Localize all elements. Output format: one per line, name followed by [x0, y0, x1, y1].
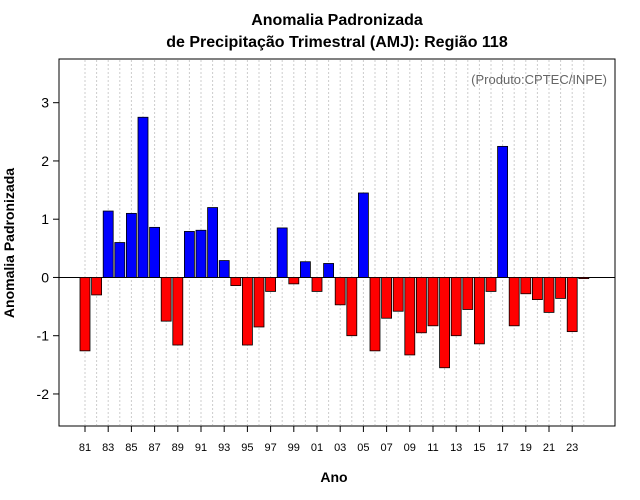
x-tick-label: 05: [357, 442, 369, 454]
bar-98: [276, 227, 288, 278]
bar-91: [195, 229, 207, 278]
bar-05: [357, 192, 369, 278]
bar-10: [415, 277, 427, 334]
chart-subtitle: de Precipitação Trimestral (AMJ): Região…: [166, 34, 508, 51]
bar-22: [555, 277, 566, 299]
x-tick-label: 93: [218, 442, 230, 454]
x-tick-label: 13: [450, 442, 462, 454]
bar-99: [288, 277, 300, 285]
bar-09: [404, 277, 416, 356]
bar-92: [207, 207, 219, 278]
x-tick-label: 15: [473, 442, 485, 454]
bar-93: [218, 260, 230, 278]
bar-24: [578, 277, 590, 280]
x-tick-label: 23: [566, 442, 578, 454]
y-tick-label: 1: [41, 211, 49, 227]
bar-11: [427, 277, 439, 327]
bar-00: [299, 261, 311, 278]
bar-95: [241, 277, 253, 346]
bar-21: [543, 277, 555, 313]
bar-15: [473, 277, 485, 345]
y-tick-label: 3: [41, 95, 49, 111]
x-tick-label: 17: [496, 442, 508, 454]
bar-20: [532, 277, 543, 300]
x-tick-label: 91: [195, 442, 207, 454]
plot-frame: [58, 58, 616, 427]
x-axis-label: Ano: [320, 469, 347, 485]
bar-14: [462, 277, 474, 310]
bar-87: [149, 226, 161, 278]
bar-06: [369, 277, 381, 352]
x-tick-label: 09: [404, 442, 416, 454]
x-tick-label: 03: [334, 442, 346, 454]
y-axis-label: Anomalia Padronizada: [1, 168, 17, 318]
bar-18: [508, 277, 520, 327]
chart-title: Anomalia Padronizada: [251, 12, 423, 29]
bar-02: [323, 263, 335, 278]
bar-81: [79, 277, 91, 352]
x-tick-label: 07: [380, 442, 392, 454]
bar-82: [91, 277, 102, 296]
y-axis: -2 -1 0 1 2 3: [37, 95, 59, 402]
bar-89: [172, 277, 184, 346]
x-tick-label: 99: [288, 442, 300, 454]
y-tick-label: 0: [41, 269, 49, 285]
bar-83: [102, 210, 114, 278]
bar-23: [566, 277, 578, 333]
bar-17: [497, 145, 509, 278]
x-axis: 81 83 85 87 89 91 93 95 97 99 01 03 05 07 09 11 13 15 17 19…: [79, 426, 578, 454]
bar-90: [183, 231, 195, 278]
bar-97: [265, 277, 277, 292]
y-tick-label: -1: [37, 328, 50, 344]
x-tick-label: 21: [543, 442, 555, 454]
x-tick-label: 95: [241, 442, 253, 454]
vertical-grid: [84, 60, 585, 425]
bar-88: [160, 277, 172, 322]
x-tick-label: 81: [79, 442, 91, 454]
bar-19: [520, 277, 532, 295]
bar-01: [311, 277, 323, 292]
credit-text: (Produto:CPTEC/INPE): [471, 72, 607, 87]
x-tick-label: 83: [102, 442, 114, 454]
bar-03: [334, 277, 346, 306]
bar-04: [346, 277, 358, 337]
bar-12: [439, 277, 451, 369]
x-tick-label: 01: [311, 442, 323, 454]
x-tick-label: 87: [148, 442, 160, 454]
x-tick-label: 89: [172, 442, 184, 454]
bars: [79, 116, 590, 369]
x-tick-label: 97: [264, 442, 276, 454]
bar-13: [450, 277, 462, 337]
bar-86: [137, 116, 149, 278]
bar-96: [253, 277, 265, 328]
x-tick-label: 11: [427, 442, 438, 454]
x-tick-label: 19: [520, 442, 532, 454]
bar-16: [485, 277, 497, 292]
bar-08: [392, 277, 404, 312]
y-tick-label: 2: [41, 153, 49, 169]
bar-94: [230, 277, 242, 287]
bar-85: [126, 212, 137, 278]
y-tick-label: -2: [37, 386, 50, 402]
bar-07: [381, 277, 393, 319]
x-tick-label: 85: [125, 442, 137, 454]
bar-84: [114, 242, 126, 278]
